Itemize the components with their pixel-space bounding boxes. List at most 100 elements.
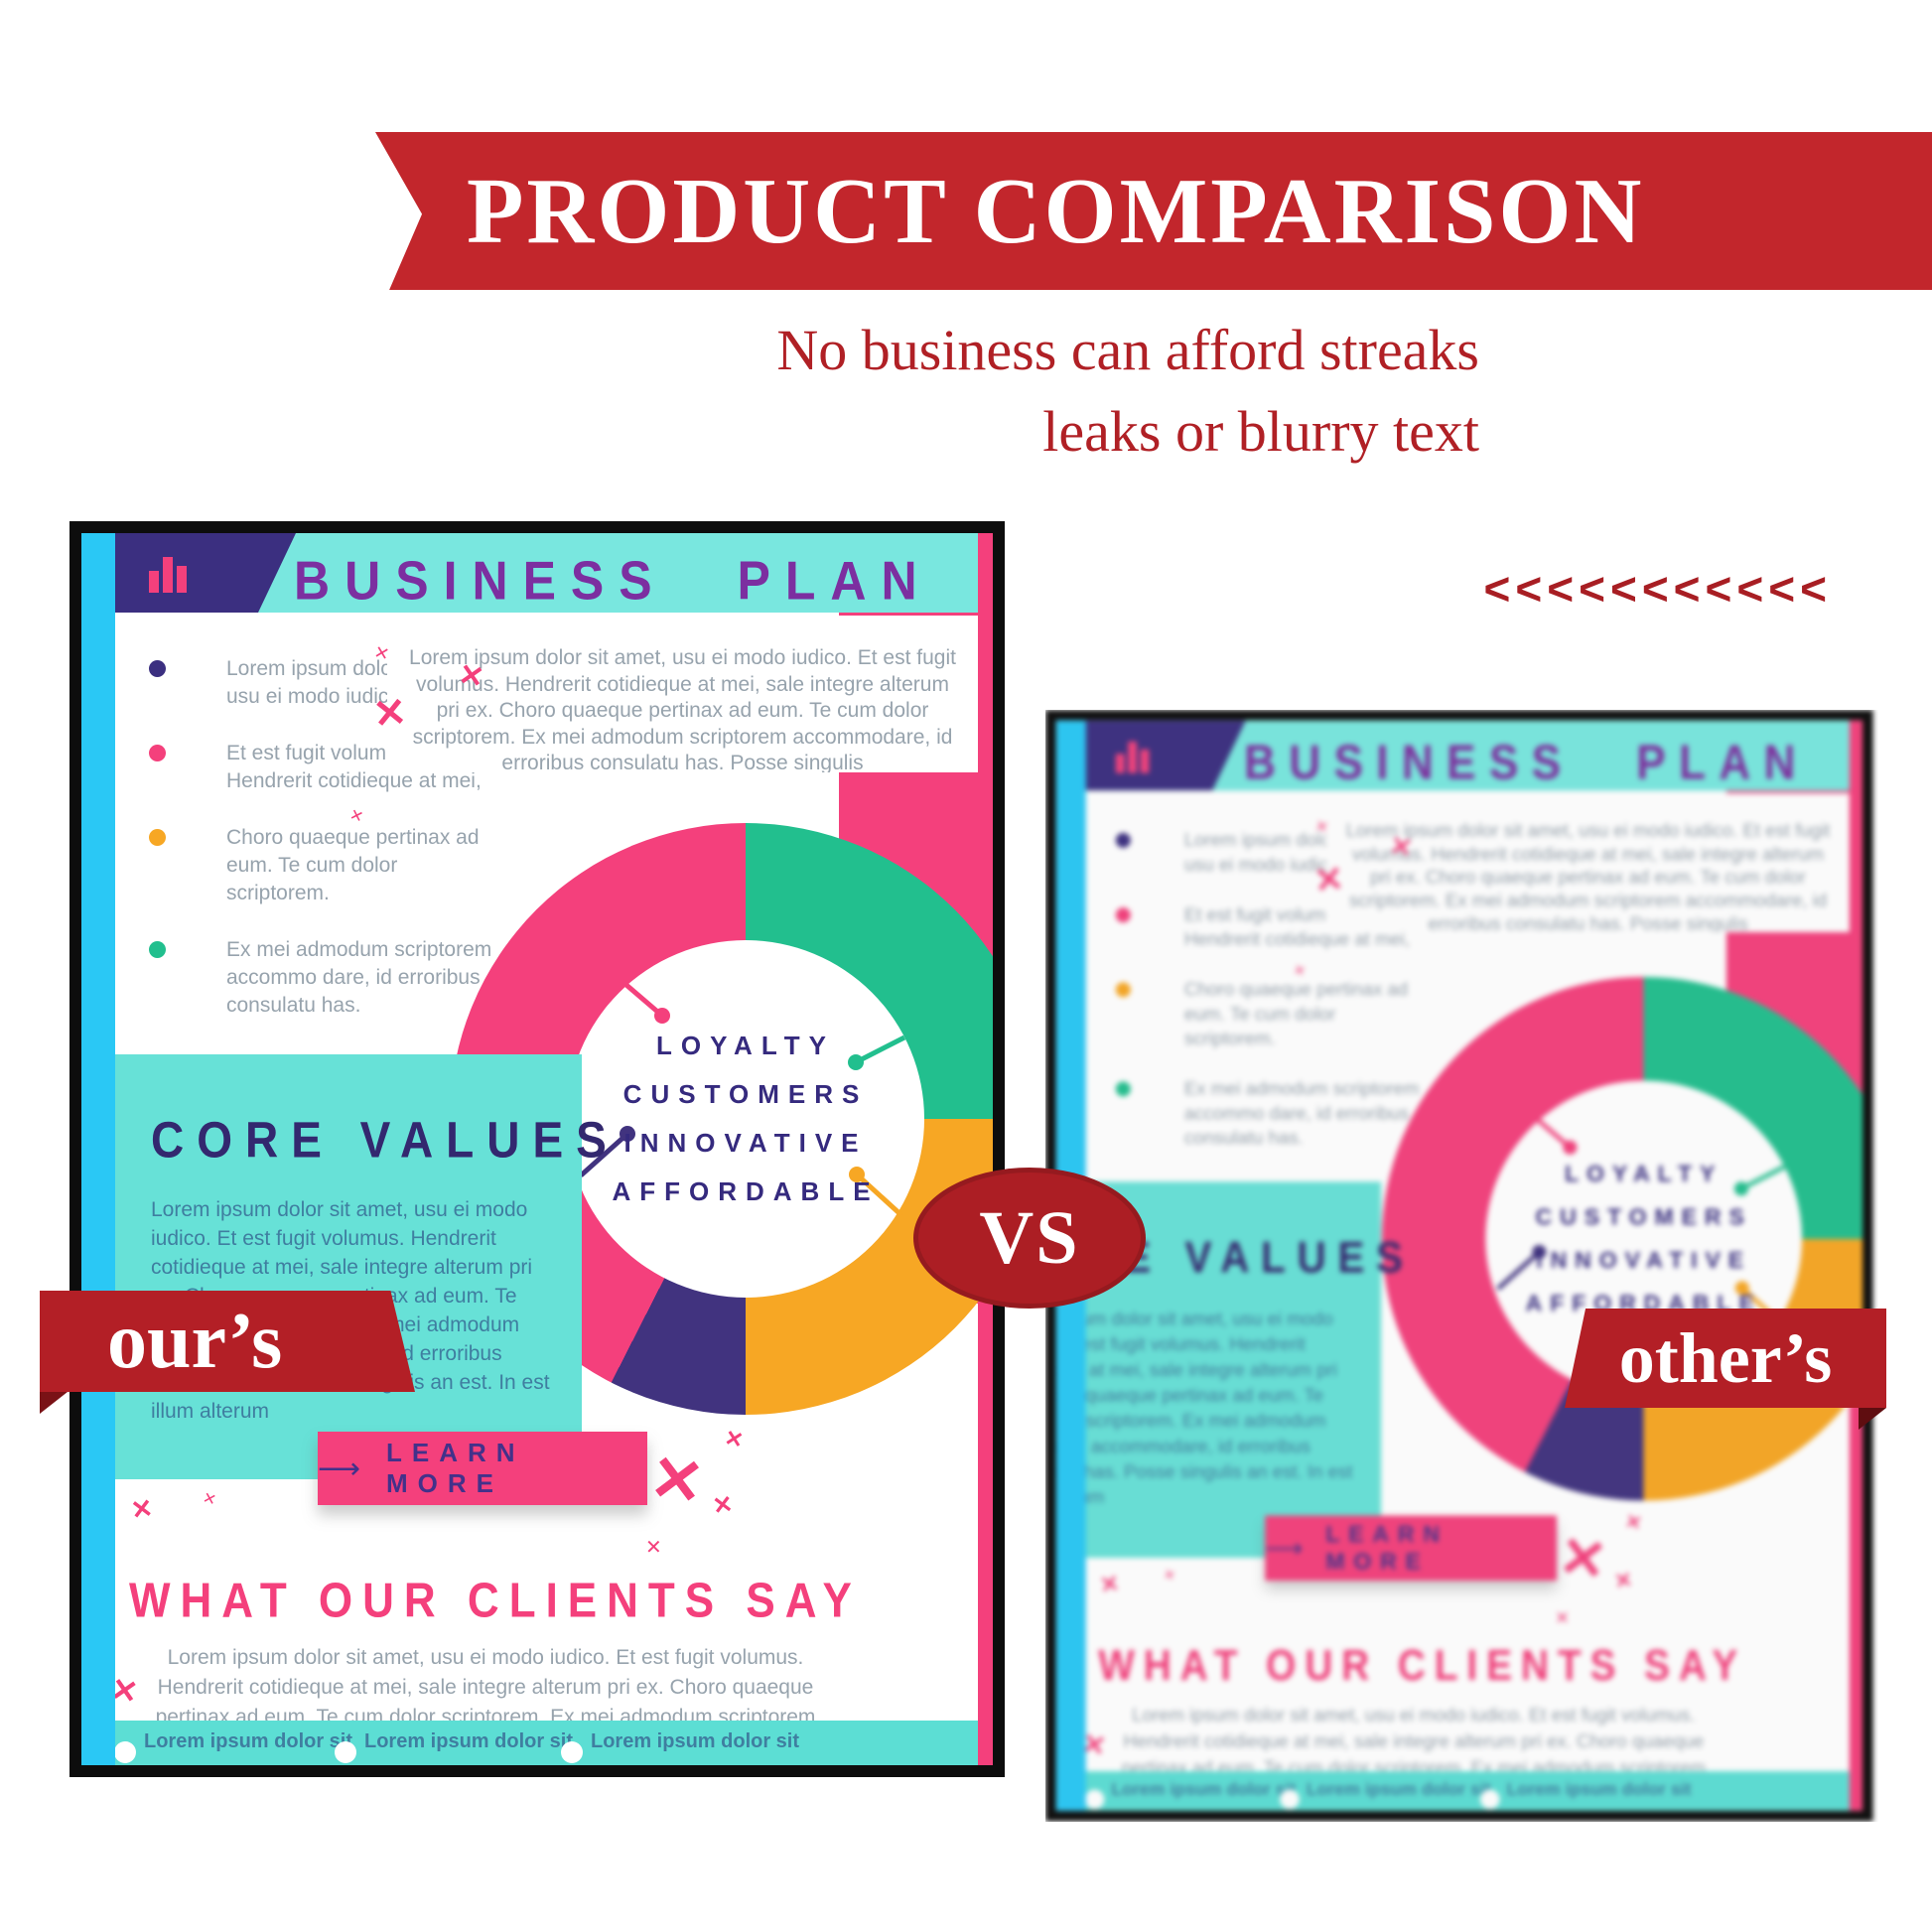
innovative-callout-dot <box>620 1126 635 1142</box>
footer-item: Lorem ipsum dolor sit <box>1480 1779 1692 1810</box>
bullet-dot-icon <box>1115 907 1131 923</box>
donut-label-loyalty: LOYALTY <box>655 1031 835 1060</box>
sparkle-x-icon: ✕ <box>645 1441 709 1520</box>
page-title: PRODUCT COMPARISON <box>467 159 1645 263</box>
core-values-body: Lorem ipsum dolor sit amet, usu ei modo … <box>1056 1309 1353 1508</box>
tagline: No business can afford streaks leaks or … <box>776 310 1479 474</box>
bullet-text: Et est fugit volumus. Hendrerit cotidieq… <box>1183 904 1411 950</box>
footer-dot-icon <box>1480 1789 1500 1810</box>
donut-callout-lines <box>1496 1114 1786 1326</box>
bullet-item: Ex mei admodum scriptorem accommo dare, … <box>1098 1077 1425 1151</box>
sparkle-x-icon: ✕ <box>722 1425 746 1453</box>
learn-more-label: LEARN MORE <box>386 1438 525 1498</box>
learn-more-button[interactable]: ⟶ LEARN MORE <box>318 1432 647 1505</box>
bullet-text: Ex mei admodum scriptorem accommo dare, … <box>1183 1078 1420 1149</box>
intro-paragraph: Lorem ipsum dolor sit amet, usu ei modo … <box>1345 820 1831 932</box>
bullet-dot-icon <box>1115 982 1131 998</box>
bar-chart-bar <box>149 571 159 593</box>
bullet-item: Choro quaeque pertinax ad eum. Te cum do… <box>129 824 498 907</box>
sparkle-x-icon: ✕ <box>201 1489 218 1510</box>
footer-item: Lorem ipsum dolor sit <box>114 1730 353 1763</box>
flyer-header: BUSINESS PLAN <box>107 533 978 613</box>
footer-dot-icon <box>1280 1789 1300 1810</box>
footer-dot-icon <box>561 1741 583 1763</box>
others-ribbon-label: other’s <box>1618 1317 1833 1398</box>
sparkle-x-icon: ✕ <box>645 1537 662 1559</box>
bar-chart-bar <box>1115 754 1125 773</box>
bullet-text: Ex mei admodum scriptorem accommo dare, … <box>226 938 492 1017</box>
footer-item-label: Lorem ipsum dolor sit <box>144 1730 353 1752</box>
bullet-dot-icon <box>149 660 166 677</box>
footer-dot-icon <box>114 1741 136 1763</box>
bullet-text: Et est fugit volumus. Hendrerit cotidieq… <box>226 742 482 792</box>
flyer-page: BUSINESS PLAN Lorem ipsum dolor sit amet… <box>81 533 993 1765</box>
flyer-title: BUSINESS PLAN <box>1244 735 1809 790</box>
bar-chart-bar <box>1140 749 1150 773</box>
vs-label: VS <box>979 1195 1080 1280</box>
innovative-callout-line <box>1496 1250 1541 1291</box>
bullet-dot-icon <box>149 941 166 958</box>
footer-dot-icon <box>1084 1789 1105 1810</box>
learn-more-label: LEARN MORE <box>1325 1520 1449 1575</box>
sparkle-x-icon: ✕ <box>370 690 409 738</box>
footer-band: Lorem ipsum dolor sit Lorem ipsum dolor … <box>81 1721 978 1765</box>
flyer-header: BUSINESS PLAN <box>1078 720 1850 791</box>
footer-item-label: Lorem ipsum dolor sit <box>1306 1779 1491 1800</box>
core-values-panel: CORE VALUES Lorem ipsum dolor sit amet, … <box>1055 1181 1403 1559</box>
vs-badge: VS <box>913 1168 1146 1309</box>
ours-ribbon-label: our’s <box>107 1297 283 1385</box>
learn-more-button[interactable]: ⟶ LEARN MORE <box>1265 1515 1558 1582</box>
ours-ribbon: our’s <box>40 1291 415 1392</box>
flyer-blurry-container: BUSINESS PLAN Lorem ipsum dolor sit amet… <box>1045 710 1878 1822</box>
title-banner-ribbon: PRODUCT COMPARISON <box>375 132 1932 290</box>
others-ribbon: other’s <box>1565 1309 1886 1408</box>
sparkle-x-icon: ✕ <box>1623 1509 1644 1535</box>
footer-item: Lorem ipsum dolor sit <box>561 1730 799 1763</box>
donut-center-labels: LOYALTY CUSTOMERS INNOVATIVE AFFORDABLE <box>1382 977 1863 1500</box>
sparkle-x-icon: ✕ <box>1161 1567 1177 1586</box>
bullet-item: Et est fugit volumus. Hendrerit cotidieq… <box>129 740 498 795</box>
sparkle-x-icon: ✕ <box>129 1492 155 1526</box>
business-plan-flyer: BUSINESS PLAN Lorem ipsum dolor sit amet… <box>69 521 1005 1777</box>
footer-item-label: Lorem ipsum dolor sit <box>1506 1779 1692 1800</box>
bullet-dot-icon <box>1115 832 1131 848</box>
sparkle-x-icon: ✕ <box>1612 1568 1634 1594</box>
arrow-right-icon: ⟶ <box>318 1451 361 1485</box>
intro-paragraph-box: Lorem ipsum dolor sit amet, usu ei modo … <box>1326 793 1850 932</box>
sparkle-x-icon: ✕ <box>456 658 486 695</box>
affordable-callout-dot <box>849 1167 865 1182</box>
flyer-page: BUSINESS PLAN Lorem ipsum dolor sit amet… <box>1055 720 1863 1811</box>
donut-label-innovative: INNOVATIVE <box>1536 1246 1752 1274</box>
bullet-text: Choro quaeque pertinax ad eum. Te cum do… <box>226 826 480 904</box>
sparkle-x-icon: ✕ <box>1555 1524 1611 1593</box>
bar-chart-bar <box>177 566 187 593</box>
bullet-item: Ex mei admodum scriptorem accommo dare, … <box>129 936 498 1020</box>
donut-label-innovative: INNOVATIVE <box>623 1128 868 1158</box>
flyer-title: BUSINESS PLAN <box>294 550 932 612</box>
affordable-callout-dot <box>1734 1281 1749 1296</box>
donut-chart: LOYALTY CUSTOMERS INNOVATIVE AFFORDABLE <box>1381 977 1863 1501</box>
bullet-item: Choro quaeque pertinax ad eum. Te cum do… <box>1098 978 1425 1051</box>
core-values-title: CORE VALUES <box>151 1111 620 1169</box>
footer-item: Lorem ipsum dolor sit <box>1280 1779 1491 1810</box>
customers-callout-dot <box>848 1054 864 1070</box>
donut-callout-lines <box>579 978 906 1217</box>
customers-callout-line <box>1739 1165 1786 1191</box>
loyalty-callout-line <box>619 978 664 1018</box>
footer-dot-icon <box>335 1741 356 1763</box>
bar-chart-bar <box>1128 741 1138 773</box>
bar-chart-bar <box>163 557 173 593</box>
tagline-line-1: No business can afford streaks <box>776 318 1479 382</box>
sparkle-x-icon: ✕ <box>711 1490 735 1521</box>
flyer-left-edge-strip <box>81 533 115 1765</box>
customers-callout-line <box>854 1035 906 1065</box>
loyalty-callout-line <box>1531 1114 1572 1150</box>
intro-paragraph-box: Lorem ipsum dolor sit amet, usu ei modo … <box>387 616 978 772</box>
chevron-left-icons: <<<<<<<<<<< <box>1483 563 1832 615</box>
bullet-dot-icon <box>149 829 166 846</box>
innovative-callout-line <box>579 1132 629 1177</box>
bullet-text: Choro quaeque pertinax ad eum. Te cum do… <box>1183 979 1409 1049</box>
customers-callout-dot <box>1733 1181 1748 1196</box>
footer-item-label: Lorem ipsum dolor sit <box>1111 1779 1297 1800</box>
